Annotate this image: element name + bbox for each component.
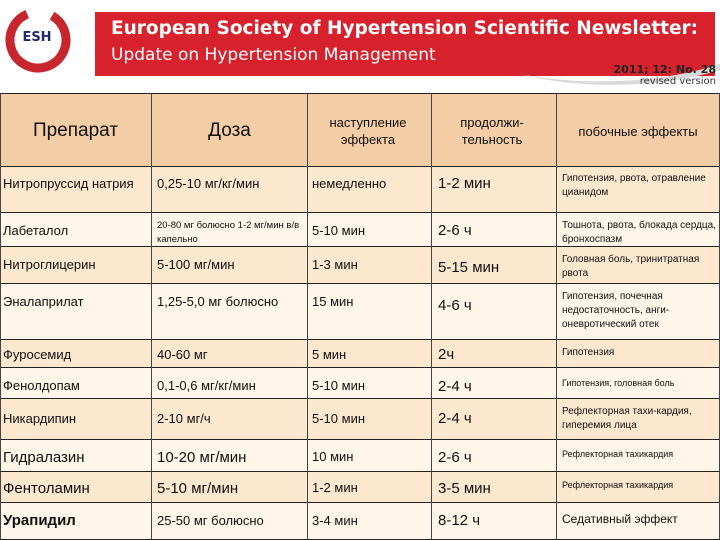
table-border <box>0 93 720 94</box>
drug-duration: 8-12 ч <box>438 512 481 529</box>
row-divider <box>0 471 720 472</box>
drug-dose: 2-10 мг/ч <box>157 411 211 426</box>
drug-name: Нитропруссид натрия <box>3 176 134 191</box>
drug-duration: 3-5 мин <box>438 480 491 497</box>
drug-onset: 5-10 мин <box>312 223 366 238</box>
table-row <box>0 212 720 246</box>
drug-name: Фенолдопам <box>3 378 80 393</box>
drug-duration: 2-6 ч <box>438 449 472 466</box>
drug-side-effects: Рефлекторная тахикардия <box>562 480 674 490</box>
table-row <box>0 471 720 502</box>
column-divider <box>307 93 308 540</box>
drug-side-effects: Головная боль, тринитратная рвота <box>562 254 700 279</box>
table-row <box>0 339 720 367</box>
row-divider <box>0 166 720 167</box>
row-divider <box>0 339 720 340</box>
drug-duration: 2-4 ч <box>438 410 472 427</box>
col-header-onset: наступление эффекта <box>329 115 407 147</box>
row-divider <box>0 212 720 213</box>
drug-onset: 5-10 мин <box>312 411 366 426</box>
drug-dose: 1,25-5,0 мг болюсно <box>157 294 279 309</box>
drug-name: Фентоламин <box>3 480 90 497</box>
row-divider <box>0 246 720 247</box>
drug-dose: 10-20 мг/мин <box>157 449 247 466</box>
drug-dose: 5-100 мг/мин <box>157 257 235 272</box>
table-row <box>0 246 720 283</box>
logo-text: ESH <box>22 30 52 45</box>
row-divider <box>0 367 720 368</box>
drug-side-effects: Гипотензия <box>562 347 615 358</box>
drug-name: Лабеталол <box>3 223 69 238</box>
drug-duration: 2ч <box>438 346 455 363</box>
drug-onset: 5-10 мин <box>312 378 366 393</box>
drug-side-effects: Тошнота, рвота, блокада сердца, бронхосп… <box>562 220 716 245</box>
drug-side-effects: Рефлекторная тахикардия <box>562 449 674 459</box>
drug-onset: 1-3 мин <box>312 257 358 272</box>
drug-duration: 2-4 ч <box>438 378 472 395</box>
title-banner: European Society of Hypertension Scienti… <box>95 12 715 76</box>
version-number: 2011; 12: No. 28 <box>613 63 716 76</box>
row-divider <box>0 398 720 399</box>
row-divider <box>0 502 720 503</box>
drug-duration: 1-2 мин <box>438 175 491 192</box>
version-info: 2011; 12: No. 28 revised version <box>614 64 716 88</box>
banner-title: European Society of Hypertension Scienti… <box>111 18 699 39</box>
drug-name: Нитроглицерин <box>3 257 96 272</box>
drug-dose: 0,1-0,6 мг/кг/мин <box>157 378 256 393</box>
drug-onset: 5 мин <box>312 347 347 362</box>
drug-name: Урапидил <box>3 512 76 529</box>
drug-side-effects: Седативный эффект <box>562 512 678 526</box>
drug-dose: 5-10 мг/мин <box>157 480 239 497</box>
drug-name: Гидралазин <box>3 449 85 466</box>
drug-duration: 2-6 ч <box>438 222 472 239</box>
swoosh-decoration-icon <box>520 64 720 85</box>
col-header-duration: продолжи-тельность <box>460 115 524 147</box>
column-divider <box>431 93 432 540</box>
drug-duration: 5-15 мин <box>438 259 500 276</box>
table-row <box>0 367 720 398</box>
drug-side-effects: Рефлекторная тахи-кардия, гиперемия лица <box>562 406 692 431</box>
row-divider <box>0 439 720 440</box>
drug-dose: 20-80 мг болюсно 1-2 мг/мин в/в капельно <box>157 220 300 245</box>
drug-name: Фуросемид <box>3 347 72 362</box>
table-row <box>0 166 720 212</box>
drug-side-effects: Гипотензия, головная боль <box>562 378 675 388</box>
table-row <box>0 398 720 439</box>
drug-duration: 4-6 ч <box>438 297 472 314</box>
drug-dose: 0,25-10 мг/кг/мин <box>157 176 260 191</box>
banner-subtitle: Update on Hypertension Management <box>111 45 436 65</box>
drug-table <box>0 93 720 540</box>
esh-logo: ESH <box>4 6 76 78</box>
revised-label: revised version <box>639 76 716 87</box>
drug-side-effects: Гипотензия, почечная недостаточность, ан… <box>562 291 670 330</box>
table-row <box>0 439 720 471</box>
logo-ring-icon <box>5 7 71 73</box>
column-divider <box>556 93 557 540</box>
drug-name: Эналаприлат <box>3 294 84 309</box>
drug-dose: 25-50 мг болюсно <box>157 513 264 528</box>
drug-side-effects: Гипотензия, рвота, отравление цианидом <box>562 173 706 198</box>
drug-onset: 1-2 мин <box>312 480 358 495</box>
drug-dose: 40-60 мг <box>157 347 208 362</box>
col-header-dose: Доза <box>208 120 251 141</box>
table-row <box>0 283 720 339</box>
col-header-side-effects: побочные эффекты <box>578 123 698 139</box>
col-header-drug: Препарат <box>32 120 119 141</box>
column-divider <box>0 93 1 540</box>
table-row <box>0 502 720 540</box>
row-divider <box>0 283 720 284</box>
drug-onset: 10 мин <box>312 449 354 464</box>
drug-onset: 3-4 мин <box>312 513 358 528</box>
table-header-row <box>0 93 720 166</box>
drug-onset: 15 мин <box>312 294 354 309</box>
column-divider <box>151 93 152 540</box>
drug-name: Никардипин <box>3 411 77 426</box>
drug-onset: немедленно <box>312 176 387 191</box>
